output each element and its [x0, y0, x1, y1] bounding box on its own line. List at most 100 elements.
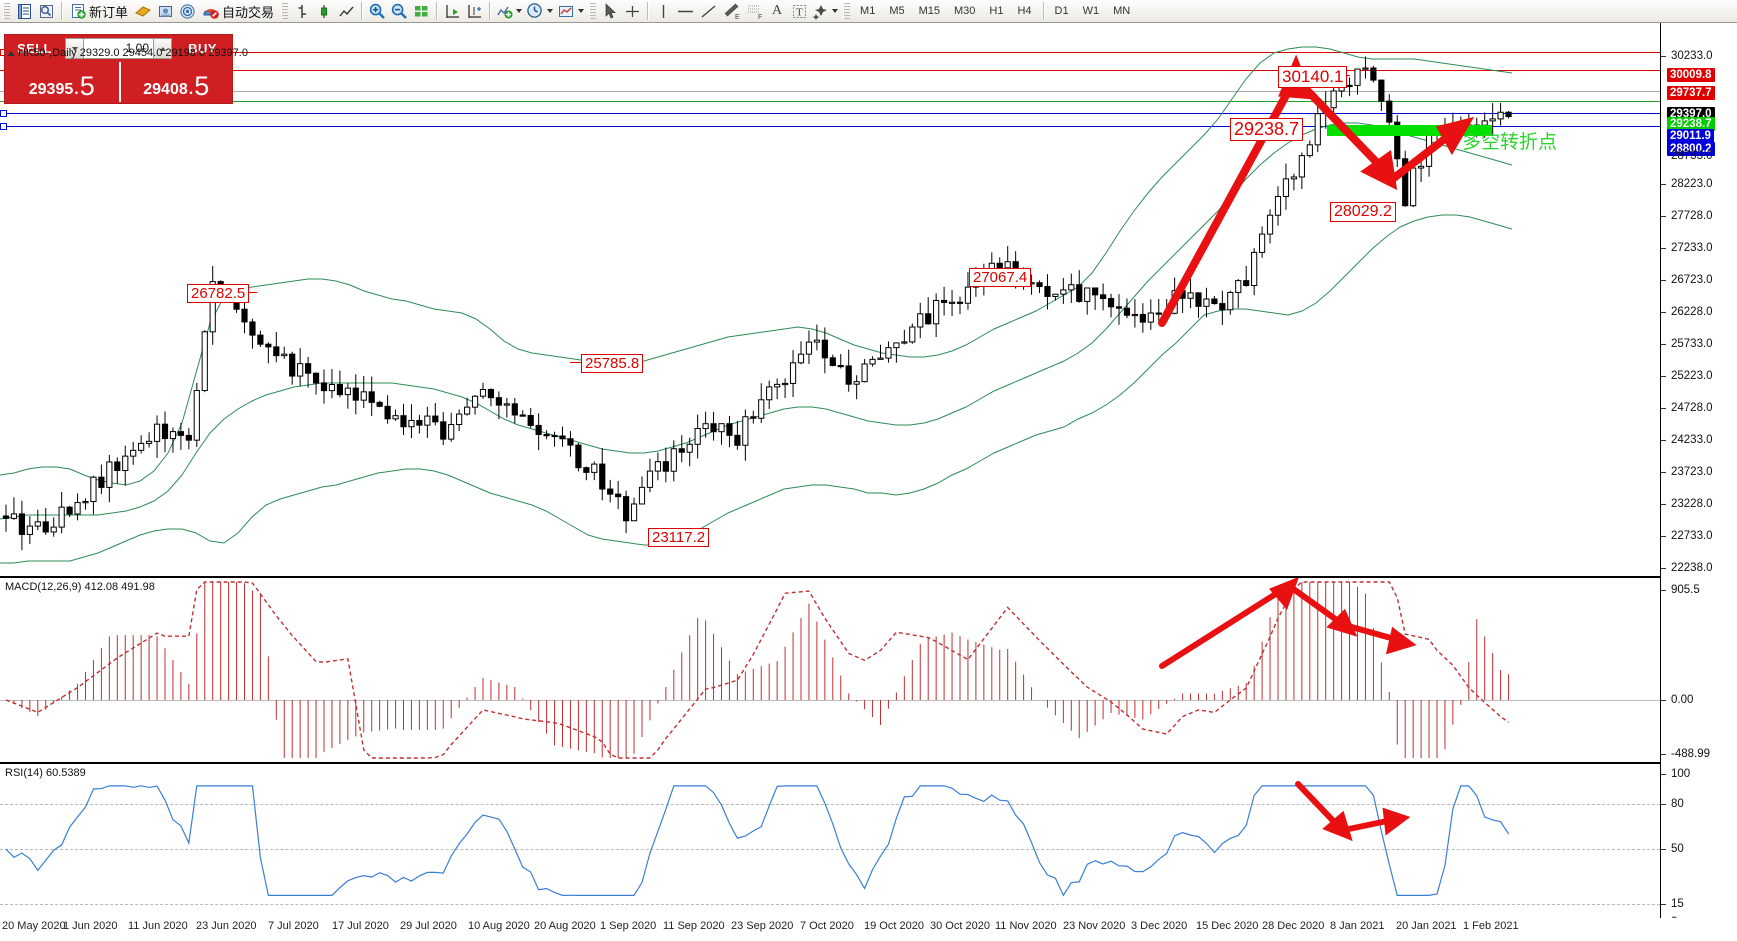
text-icon[interactable]: A: [771, 3, 783, 18]
cursor-icon[interactable]: [599, 1, 621, 22]
one-click-trading-panel[interactable]: SELL 1.00 BUY 29395 . 5 29408 . 5: [4, 34, 233, 104]
equidistant-channel-icon[interactable]: E: [720, 1, 743, 22]
fibonacci-icon[interactable]: F: [743, 1, 766, 22]
line-chart-icon[interactable]: [335, 1, 357, 22]
toolbar-separator: [61, 2, 62, 20]
zoom-out-icon[interactable]: [388, 1, 410, 22]
level-handle-28800[interactable]: [0, 123, 7, 130]
cn-annotation[interactable]: 多空转折点: [1462, 131, 1558, 153]
templates-icon[interactable]: [555, 1, 586, 22]
buy-button[interactable]: BUY: [188, 41, 217, 56]
tab-timeframe-m30[interactable]: M30: [954, 5, 976, 17]
price-tick-label: 24233.0: [1671, 434, 1713, 446]
crosshair-icon[interactable]: [621, 1, 643, 22]
date-label: 23 Nov 2020: [1063, 920, 1126, 932]
chart-container[interactable]: HK50-,Daily 29329.0 29454.0 29198.0 2939…: [0, 23, 1737, 941]
collapse-triangle-icon[interactable]: [7, 51, 15, 56]
level-handle-29011[interactable]: [0, 110, 7, 117]
note-29238[interactable]: 29238.7: [1230, 118, 1304, 141]
tab-timeframe-m5[interactable]: M5: [889, 5, 905, 17]
chevron-down-icon-2[interactable]: [547, 9, 554, 13]
price-tick: [1661, 280, 1666, 281]
volume-decrease-button[interactable]: [65, 38, 84, 59]
buy-price[interactable]: 29408 . 5: [118, 62, 233, 102]
price-level-label[interactable]: 28800.2: [1667, 142, 1715, 156]
tab-timeframe-mn[interactable]: MN: [1113, 5, 1131, 17]
chevron-down-icon-3[interactable]: [578, 9, 585, 13]
volume-input[interactable]: 1.00: [84, 38, 153, 59]
price-pane[interactable]: 26782.5 25785.8 23117.2 27067.4 30140.1 …: [0, 23, 1660, 576]
macd-pane[interactable]: MACD(12,26,9) 412.08 491.98: [0, 578, 1660, 762]
macd-tick-label: 905.5: [1671, 584, 1700, 596]
date-label: 17 Jul 2020: [332, 920, 389, 932]
note-23117[interactable]: 23117.2: [648, 528, 710, 547]
date-label: 20 Aug 2020: [534, 920, 596, 932]
sell-button[interactable]: SELL: [17, 41, 52, 56]
toolbar-separator-2: [361, 2, 363, 20]
shapes-icon[interactable]: [810, 1, 840, 22]
signals-icon[interactable]: [176, 1, 198, 22]
tab-timeframe-w1[interactable]: W1: [1082, 5, 1100, 17]
expert-advisors-icon[interactable]: [132, 1, 154, 22]
terminal-icon[interactable]: [13, 1, 35, 22]
rsi-chart-svg: [5, 785, 1510, 897]
toolbar-grip-3[interactable]: [589, 2, 597, 20]
buy-price-integer: 29408: [143, 81, 188, 98]
macd-tick-label: 0.00: [1671, 694, 1694, 706]
new-order-button[interactable]: 新订单: [66, 1, 132, 22]
tab-timeframe-m15[interactable]: M15: [918, 5, 940, 17]
macd-arrows-svg: [1159, 578, 1417, 669]
volume-stepper[interactable]: 1.00: [65, 38, 172, 59]
autotrading-button[interactable]: 自动交易: [198, 1, 278, 22]
rsi-tick-label: 80: [1671, 798, 1684, 810]
trendline-icon[interactable]: [697, 1, 720, 22]
price-tick-label: 28223.0: [1671, 178, 1713, 190]
date-label: 1 Jun 2020: [63, 920, 118, 932]
price-level-label[interactable]: 28733.0: [1671, 150, 1713, 162]
volume-increase-button[interactable]: [153, 38, 172, 59]
price-axis[interactable]: 30233.0 28223.0 27728.0 27233.0 26723.0 26228…: [1660, 23, 1737, 930]
pane-divider-1: [0, 576, 1660, 578]
note-28029[interactable]: 28029.2: [1330, 202, 1396, 222]
rsi-tick-label: 50: [1671, 843, 1684, 855]
trade-panel-prices: 29395 . 5 29408 . 5: [5, 62, 232, 102]
data-window-icon[interactable]: [35, 1, 57, 22]
note-30140[interactable]: 30140.1: [1278, 66, 1348, 88]
chart-shift-icon[interactable]: [441, 1, 463, 22]
time-axis-labels: 20 May 2020 1 Jun 2020 11 Jun 2020 23 Jun 2…: [0, 918, 1737, 941]
tab-timeframe-h4[interactable]: H4: [1017, 5, 1032, 17]
tile-windows-icon[interactable]: [410, 1, 432, 22]
chevron-down-icon[interactable]: [516, 9, 523, 13]
zoom-in-icon[interactable]: [366, 1, 388, 22]
toolbar-grip-2[interactable]: [281, 2, 289, 20]
price-level-label[interactable]: 29737.7: [1667, 86, 1715, 100]
note-25785[interactable]: 25785.8: [581, 354, 644, 373]
candlestick-chart-icon[interactable]: [313, 1, 335, 22]
macd-tick: [1661, 590, 1666, 591]
periods-icon[interactable]: [524, 1, 555, 22]
toolbar-grip[interactable]: [3, 2, 10, 20]
tab-timeframe-m1[interactable]: M1: [860, 5, 876, 17]
bar-chart-icon[interactable]: [291, 1, 313, 22]
metaeditor-icon[interactable]: [154, 1, 176, 22]
price-level-label[interactable]: 29238.7: [1667, 117, 1715, 131]
text-label-icon[interactable]: T: [788, 1, 810, 22]
auto-scroll-icon[interactable]: [463, 1, 485, 22]
note-27067[interactable]: 27067.4: [969, 268, 1032, 287]
toolbar-grip-4[interactable]: [843, 2, 851, 20]
tab-timeframe-h1[interactable]: H1: [989, 5, 1004, 17]
sell-price[interactable]: 29395 . 5: [5, 62, 119, 102]
date-label: 20 May 2020: [2, 920, 66, 932]
indicators-icon[interactable]: [494, 1, 524, 22]
tab-timeframe-d1[interactable]: D1: [1054, 5, 1069, 17]
chevron-down-icon-4[interactable]: [832, 9, 839, 13]
price-level-label[interactable]: 30009.8: [1667, 68, 1715, 82]
price-tick: [1661, 248, 1666, 249]
horizontal-line-icon[interactable]: [674, 1, 697, 22]
vertical-line-icon[interactable]: [652, 1, 674, 22]
rsi-pane[interactable]: RSI(14) 60.5389: [0, 764, 1660, 930]
pane-divider-2: [0, 762, 1660, 764]
price-tick-label: 30233.0: [1671, 50, 1713, 62]
note-26782[interactable]: 26782.5: [187, 284, 250, 303]
price-level-label[interactable]: 29011.9: [1667, 129, 1714, 143]
